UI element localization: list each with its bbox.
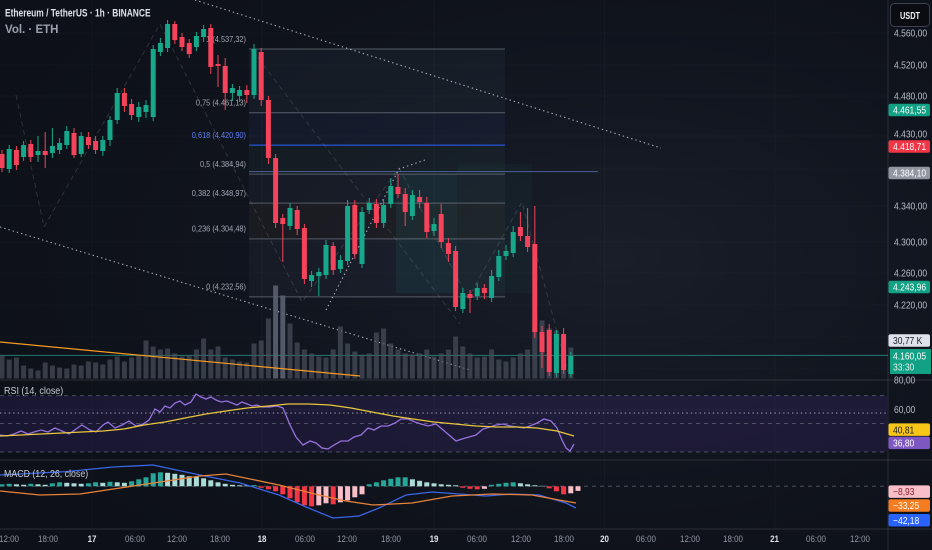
svg-text:36,80: 36,80 <box>893 438 914 449</box>
svg-text:06:00: 06:00 <box>295 533 315 544</box>
svg-text:4.243,96: 4.243,96 <box>893 282 926 293</box>
svg-text:12:00: 12:00 <box>167 533 187 544</box>
svg-text:18:00: 18:00 <box>38 533 58 544</box>
svg-text:19: 19 <box>430 533 439 544</box>
svg-text:06:00: 06:00 <box>467 533 487 544</box>
svg-text:60,00: 60,00 <box>894 404 915 415</box>
svg-text:06:00: 06:00 <box>806 533 826 544</box>
svg-text:4.160,05: 4.160,05 <box>893 351 926 362</box>
svg-text:0,236 (4.304,48): 0,236 (4.304,48) <box>192 224 246 234</box>
svg-text:4.340,00: 4.340,00 <box>894 201 927 212</box>
svg-text:20: 20 <box>600 533 609 544</box>
svg-text:4.300,00: 4.300,00 <box>894 237 927 248</box>
svg-text:12:00: 12:00 <box>680 533 700 544</box>
svg-text:12:00: 12:00 <box>0 533 19 544</box>
svg-text:0,5 (4.384,94): 0,5 (4.384,94) <box>200 159 246 169</box>
svg-text:0,618 (4.420,90): 0,618 (4.420,90) <box>192 130 246 140</box>
svg-text:0,382 (4.348,97): 0,382 (4.348,97) <box>192 188 246 198</box>
svg-text:21: 21 <box>770 533 779 544</box>
svg-text:4.384,10: 4.384,10 <box>893 168 926 179</box>
svg-text:06:00: 06:00 <box>636 533 656 544</box>
svg-text:18:00: 18:00 <box>210 533 230 544</box>
svg-text:12:00: 12:00 <box>337 533 357 544</box>
svg-text:4.560,00: 4.560,00 <box>894 28 927 39</box>
svg-text:4.480,00: 4.480,00 <box>894 91 927 102</box>
svg-text:4.418,71: 4.418,71 <box>893 142 926 153</box>
svg-text:18:00: 18:00 <box>381 533 401 544</box>
svg-text:−33,25: −33,25 <box>893 501 919 512</box>
svg-text:−42,18: −42,18 <box>893 515 919 526</box>
svg-text:0 (4.232,56): 0 (4.232,56) <box>206 282 246 292</box>
svg-text:33:30: 33:30 <box>893 362 914 373</box>
svg-text:30,77 K: 30,77 K <box>893 336 923 347</box>
svg-text:USDT: USDT <box>900 10 921 21</box>
svg-text:Ethereum / TetherUS · 1h · BIN: Ethereum / TetherUS · 1h · BINANCE <box>5 8 151 20</box>
svg-text:12:00: 12:00 <box>850 533 870 544</box>
svg-text:06:00: 06:00 <box>125 533 145 544</box>
svg-text:0,75 (4.461,13): 0,75 (4.461,13) <box>196 98 246 108</box>
svg-text:4.461,55: 4.461,55 <box>893 105 926 116</box>
svg-text:18: 18 <box>258 533 267 544</box>
svg-text:40,81: 40,81 <box>893 425 914 436</box>
svg-text:18:00: 18:00 <box>723 533 743 544</box>
svg-text:80,00: 80,00 <box>894 375 915 386</box>
svg-text:RSI (14, close): RSI (14, close) <box>4 386 63 398</box>
svg-text:Vol. · ETH: Vol. · ETH <box>5 24 58 36</box>
svg-text:4.220,00: 4.220,00 <box>894 300 927 311</box>
svg-text:4.260,00: 4.260,00 <box>894 268 927 279</box>
svg-text:4.520,00: 4.520,00 <box>894 60 927 71</box>
svg-text:−8,93: −8,93 <box>893 487 915 498</box>
svg-text:4.430,00: 4.430,00 <box>894 129 927 140</box>
svg-text:17: 17 <box>88 533 97 544</box>
svg-text:1 (4.537,32): 1 (4.537,32) <box>206 34 246 44</box>
svg-text:18:00: 18:00 <box>554 533 574 544</box>
svg-text:12:00: 12:00 <box>511 533 531 544</box>
svg-text:MACD (12, 26, close): MACD (12, 26, close) <box>4 468 88 480</box>
